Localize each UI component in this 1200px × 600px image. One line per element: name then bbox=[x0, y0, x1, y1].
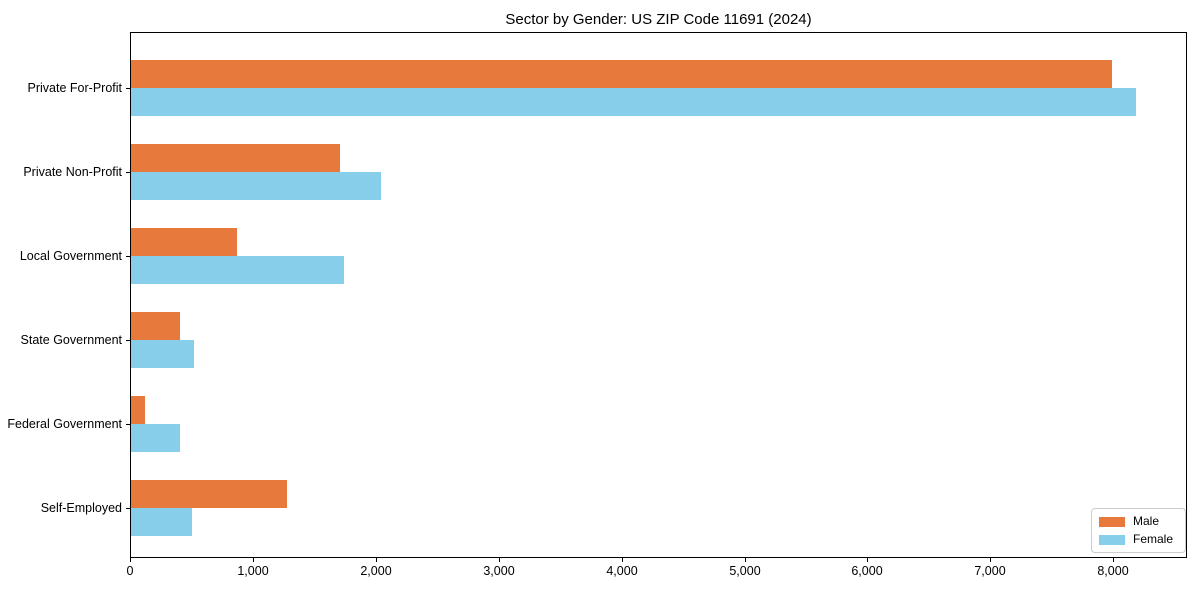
y-tick-label-self-employed: Self-Employed bbox=[40, 501, 122, 515]
bar-female-private-non-profit bbox=[131, 172, 381, 200]
x-tick-label-4000: 4,000 bbox=[606, 564, 638, 578]
x-tick-mark bbox=[130, 558, 131, 562]
bar-female-local-government bbox=[131, 256, 344, 284]
bar-female-state-government bbox=[131, 340, 194, 368]
x-tick-mark bbox=[867, 558, 868, 562]
x-tick-mark bbox=[622, 558, 623, 562]
x-tick-label-6000: 6,000 bbox=[851, 564, 883, 578]
y-tick-mark bbox=[126, 88, 130, 89]
legend-label-female: Female bbox=[1133, 532, 1174, 546]
legend-label-male: Male bbox=[1133, 514, 1160, 528]
legend-swatch-female bbox=[1099, 534, 1125, 545]
y-tick-label-private-for-profit: Private For-Profit bbox=[27, 81, 122, 95]
y-tick-mark bbox=[126, 340, 130, 341]
y-tick-mark bbox=[126, 256, 130, 257]
x-tick-label-2000: 2,000 bbox=[360, 564, 392, 578]
x-tick-label-3000: 3,000 bbox=[483, 564, 515, 578]
x-tick-mark bbox=[499, 558, 500, 562]
y-tick-label-private-non-profit: Private Non-Profit bbox=[23, 165, 122, 179]
bar-male-self-employed bbox=[131, 480, 287, 508]
chart-title: Sector by Gender: US ZIP Code 11691 (202… bbox=[505, 11, 812, 28]
x-tick-mark bbox=[376, 558, 377, 562]
x-tick-label-1000: 1,000 bbox=[237, 564, 269, 578]
bar-female-private-for-profit bbox=[131, 88, 1136, 116]
legend-entry-male: Male bbox=[1099, 515, 1173, 528]
legend: Male Female bbox=[1091, 508, 1187, 553]
plot-area bbox=[130, 32, 1187, 558]
x-tick-mark bbox=[745, 558, 746, 562]
x-tick-label-0: 0 bbox=[126, 564, 134, 578]
y-tick-mark bbox=[126, 424, 130, 425]
bar-male-federal-government bbox=[131, 396, 145, 424]
y-tick-label-state-government: State Government bbox=[20, 333, 122, 347]
x-tick-mark bbox=[990, 558, 991, 562]
legend-swatch-male bbox=[1099, 516, 1125, 527]
x-tick-mark bbox=[253, 558, 254, 562]
bar-female-federal-government bbox=[131, 424, 180, 452]
y-tick-label-federal-government: Federal Government bbox=[7, 417, 122, 431]
x-tick-label-5000: 5,000 bbox=[729, 564, 761, 578]
y-tick-mark bbox=[126, 172, 130, 173]
x-tick-label-8000: 8,000 bbox=[1097, 564, 1129, 578]
bar-male-local-government bbox=[131, 228, 237, 256]
bar-male-private-non-profit bbox=[131, 144, 340, 172]
y-tick-mark bbox=[126, 508, 130, 509]
bar-female-self-employed bbox=[131, 508, 192, 536]
bar-male-private-for-profit bbox=[131, 60, 1112, 88]
bar-male-state-government bbox=[131, 312, 180, 340]
x-tick-label-7000: 7,000 bbox=[974, 564, 1006, 578]
legend-entry-female: Female bbox=[1099, 533, 1173, 546]
x-tick-mark bbox=[1113, 558, 1114, 562]
y-tick-label-local-government: Local Government bbox=[19, 249, 122, 263]
